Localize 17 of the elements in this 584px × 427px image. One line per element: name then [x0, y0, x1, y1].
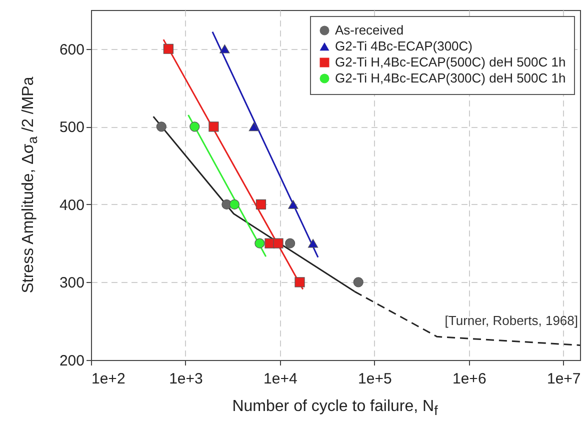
x-tick-label: 1e+7 [546, 370, 581, 388]
legend-label: G2-Ti H,4Bc-ECAP(300C) deH 500C 1h [335, 70, 566, 86]
y-tick-label: 400 [59, 196, 84, 214]
y-tick-label: 500 [59, 119, 84, 136]
x-tick-label: 1e+6 [452, 370, 486, 388]
legend-label: G2-Ti 4Bc-ECAP(300C) [335, 38, 472, 54]
y-tick-label: 200 [59, 352, 84, 370]
legend-label: G2-Ti H,4Bc-ECAP(500C) deH 500C 1h [335, 54, 566, 70]
y-tick-label: 600 [59, 41, 84, 58]
y-tick-label: 300 [59, 274, 84, 292]
x-axis-title: Number of cycle to failure, N$_{f}$ [232, 398, 438, 418]
x-tick-label: 1e+5 [358, 370, 392, 388]
x-tick-label: 1e+2 [92, 370, 126, 388]
annotation: [Turner, Roberts, 1968] [444, 313, 578, 328]
x-tick-label: 1e+3 [169, 370, 203, 388]
legend-label: As-received [335, 22, 404, 38]
x-tick-label: 1e+4 [264, 370, 298, 388]
